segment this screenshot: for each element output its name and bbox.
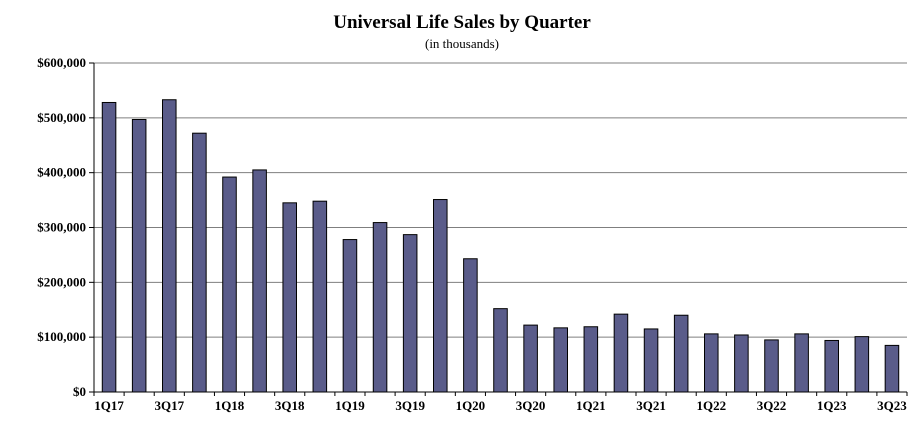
- bar: [131, 118, 147, 393]
- bar: [463, 258, 478, 393]
- bar: [704, 333, 719, 393]
- bar: [101, 101, 117, 393]
- chart-title: Universal Life Sales by Quarter: [333, 12, 591, 33]
- bar: [402, 234, 418, 393]
- x-tick-label: 3Q17: [154, 398, 184, 413]
- y-tick-label: $300,000: [37, 220, 86, 235]
- x-tick-label: 3Q23: [877, 398, 907, 413]
- x-tick-label: 1Q23: [817, 398, 847, 413]
- x-tick-label: 1Q18: [215, 398, 245, 413]
- y-tick-label: $200,000: [37, 274, 86, 289]
- bar: [282, 202, 297, 393]
- bar: [583, 326, 599, 393]
- bar: [734, 334, 749, 393]
- x-tick-label: 3Q18: [275, 398, 305, 413]
- bar: [192, 132, 207, 393]
- bar: [523, 324, 538, 393]
- y-tick-label: $0: [73, 384, 86, 399]
- x-tick-label: 3Q22: [757, 398, 787, 413]
- bar: [643, 328, 659, 393]
- bar: [613, 313, 629, 393]
- bar: [824, 339, 839, 393]
- y-tick-label: $500,000: [37, 110, 86, 125]
- bar: [252, 169, 267, 393]
- y-tick-label: $600,000: [37, 55, 86, 70]
- y-tick-label: $100,000: [37, 329, 86, 344]
- bar: [433, 199, 448, 393]
- bar: [854, 336, 870, 393]
- chart-subtitle: (in thousands): [424, 36, 500, 51]
- bar: [673, 314, 689, 393]
- bar: [884, 344, 900, 393]
- x-tick-label: 3Q19: [395, 398, 425, 413]
- bar: [222, 176, 237, 393]
- y-tick-label: $400,000: [37, 165, 86, 180]
- bar: [493, 308, 508, 393]
- x-tick-label: 3Q21: [636, 398, 666, 413]
- bar: [553, 327, 568, 393]
- bar: [312, 200, 328, 393]
- bar: [794, 333, 809, 393]
- bar: [764, 339, 779, 393]
- bar: [162, 99, 177, 393]
- x-tick-label: 1Q22: [696, 398, 726, 413]
- x-tick-label: 1Q20: [456, 398, 486, 413]
- x-tick-label: 3Q20: [516, 398, 546, 413]
- x-tick-label: 1Q21: [576, 398, 606, 413]
- bar: [342, 239, 358, 393]
- x-tick-label: 1Q19: [335, 398, 365, 413]
- x-tick-label: 1Q17: [94, 398, 124, 413]
- bar: [372, 222, 388, 393]
